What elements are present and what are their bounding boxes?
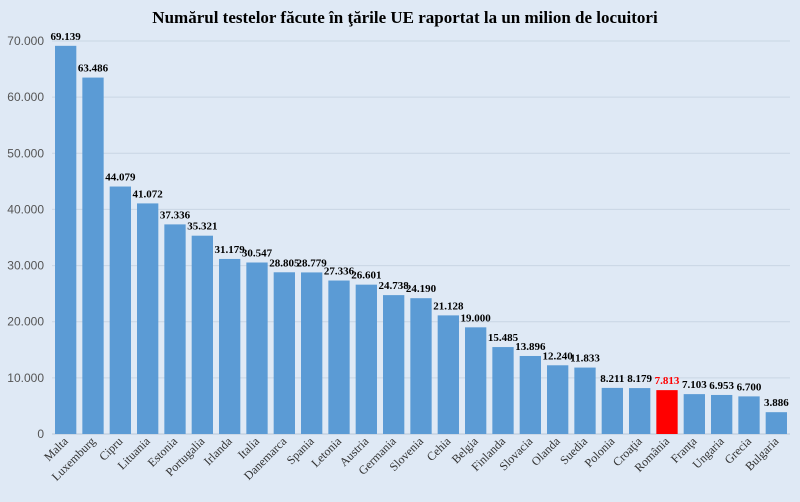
bar — [137, 203, 159, 434]
data-label: 24.190 — [406, 283, 437, 295]
data-label: 19.000 — [461, 312, 492, 324]
data-label: 7.813 — [655, 375, 680, 387]
data-label: 13.896 — [515, 341, 546, 353]
bar — [492, 347, 514, 434]
data-label: 30.547 — [242, 248, 273, 260]
data-label: 7.103 — [682, 379, 707, 391]
bar — [410, 298, 432, 434]
y-tick-label: 40.000 — [7, 202, 44, 216]
data-label: 28.779 — [297, 257, 328, 269]
x-tick-label: Ungaria — [690, 434, 728, 472]
bar — [629, 388, 651, 434]
data-label: 44.079 — [105, 172, 136, 184]
data-label: 21.128 — [433, 300, 464, 312]
bar — [711, 394, 733, 434]
data-label: 31.179 — [215, 244, 246, 256]
bar — [465, 327, 487, 434]
bar — [383, 295, 405, 434]
x-tick-label: Letonia — [308, 434, 344, 470]
data-label: 15.485 — [488, 332, 519, 344]
y-tick-label: 70.000 — [7, 34, 44, 48]
x-tick-label: Irlanda — [201, 434, 235, 468]
data-label: 8.179 — [627, 373, 652, 385]
bar — [601, 387, 623, 434]
bar — [574, 367, 596, 434]
bar — [273, 272, 295, 434]
data-label: 3.886 — [764, 397, 789, 409]
data-label: 24.738 — [379, 280, 410, 292]
bar — [683, 394, 705, 434]
bar — [656, 390, 678, 434]
y-tick-label: 10.000 — [7, 371, 44, 385]
chart-title: Numărul testelor făcute în ţările UE rap… — [152, 8, 658, 27]
data-label: 41.072 — [133, 188, 164, 200]
bar — [219, 258, 241, 434]
bar — [328, 280, 350, 434]
y-tick-label: 60.000 — [7, 90, 44, 104]
data-label: 6.700 — [737, 381, 762, 393]
x-tick-label: Olanda — [528, 434, 563, 469]
data-label: 11.833 — [570, 353, 600, 365]
bar — [55, 45, 77, 435]
y-tick-label: 20.000 — [7, 315, 44, 329]
bar — [82, 77, 104, 434]
y-axis-ticks: 0 10.000 20.000 30.000 40.000 50.000 60.000 70.… — [7, 34, 44, 441]
y-tick-label: 30.000 — [7, 259, 44, 273]
bar — [355, 284, 377, 434]
data-label: 28.805 — [269, 257, 300, 269]
bar — [164, 224, 186, 434]
bar — [246, 262, 268, 434]
x-axis-ticks: MaltaLuxemburgCipruLituaniaEstoniaPortug… — [41, 434, 782, 484]
bar — [301, 272, 323, 434]
data-label: 26.601 — [351, 270, 381, 282]
data-label: 6.953 — [709, 380, 734, 392]
data-label: 63.486 — [78, 63, 109, 75]
data-label: 27.336 — [324, 266, 355, 278]
bar — [437, 315, 459, 434]
bars — [55, 45, 787, 435]
x-tick-label: Polonia — [582, 434, 618, 470]
data-label: 12.240 — [543, 350, 574, 362]
bar — [765, 412, 787, 434]
data-label: 8.211 — [600, 373, 624, 385]
bar — [191, 235, 213, 434]
bar — [109, 186, 131, 434]
y-tick-label: 0 — [37, 427, 44, 441]
bar — [738, 396, 760, 434]
data-label: 37.336 — [160, 209, 191, 221]
bar — [519, 355, 541, 434]
data-label: 69.139 — [51, 31, 82, 43]
x-tick-label: Cehia — [424, 434, 454, 464]
bar — [547, 365, 569, 434]
y-tick-label: 50.000 — [7, 146, 44, 160]
data-label: 35.321 — [187, 221, 217, 233]
